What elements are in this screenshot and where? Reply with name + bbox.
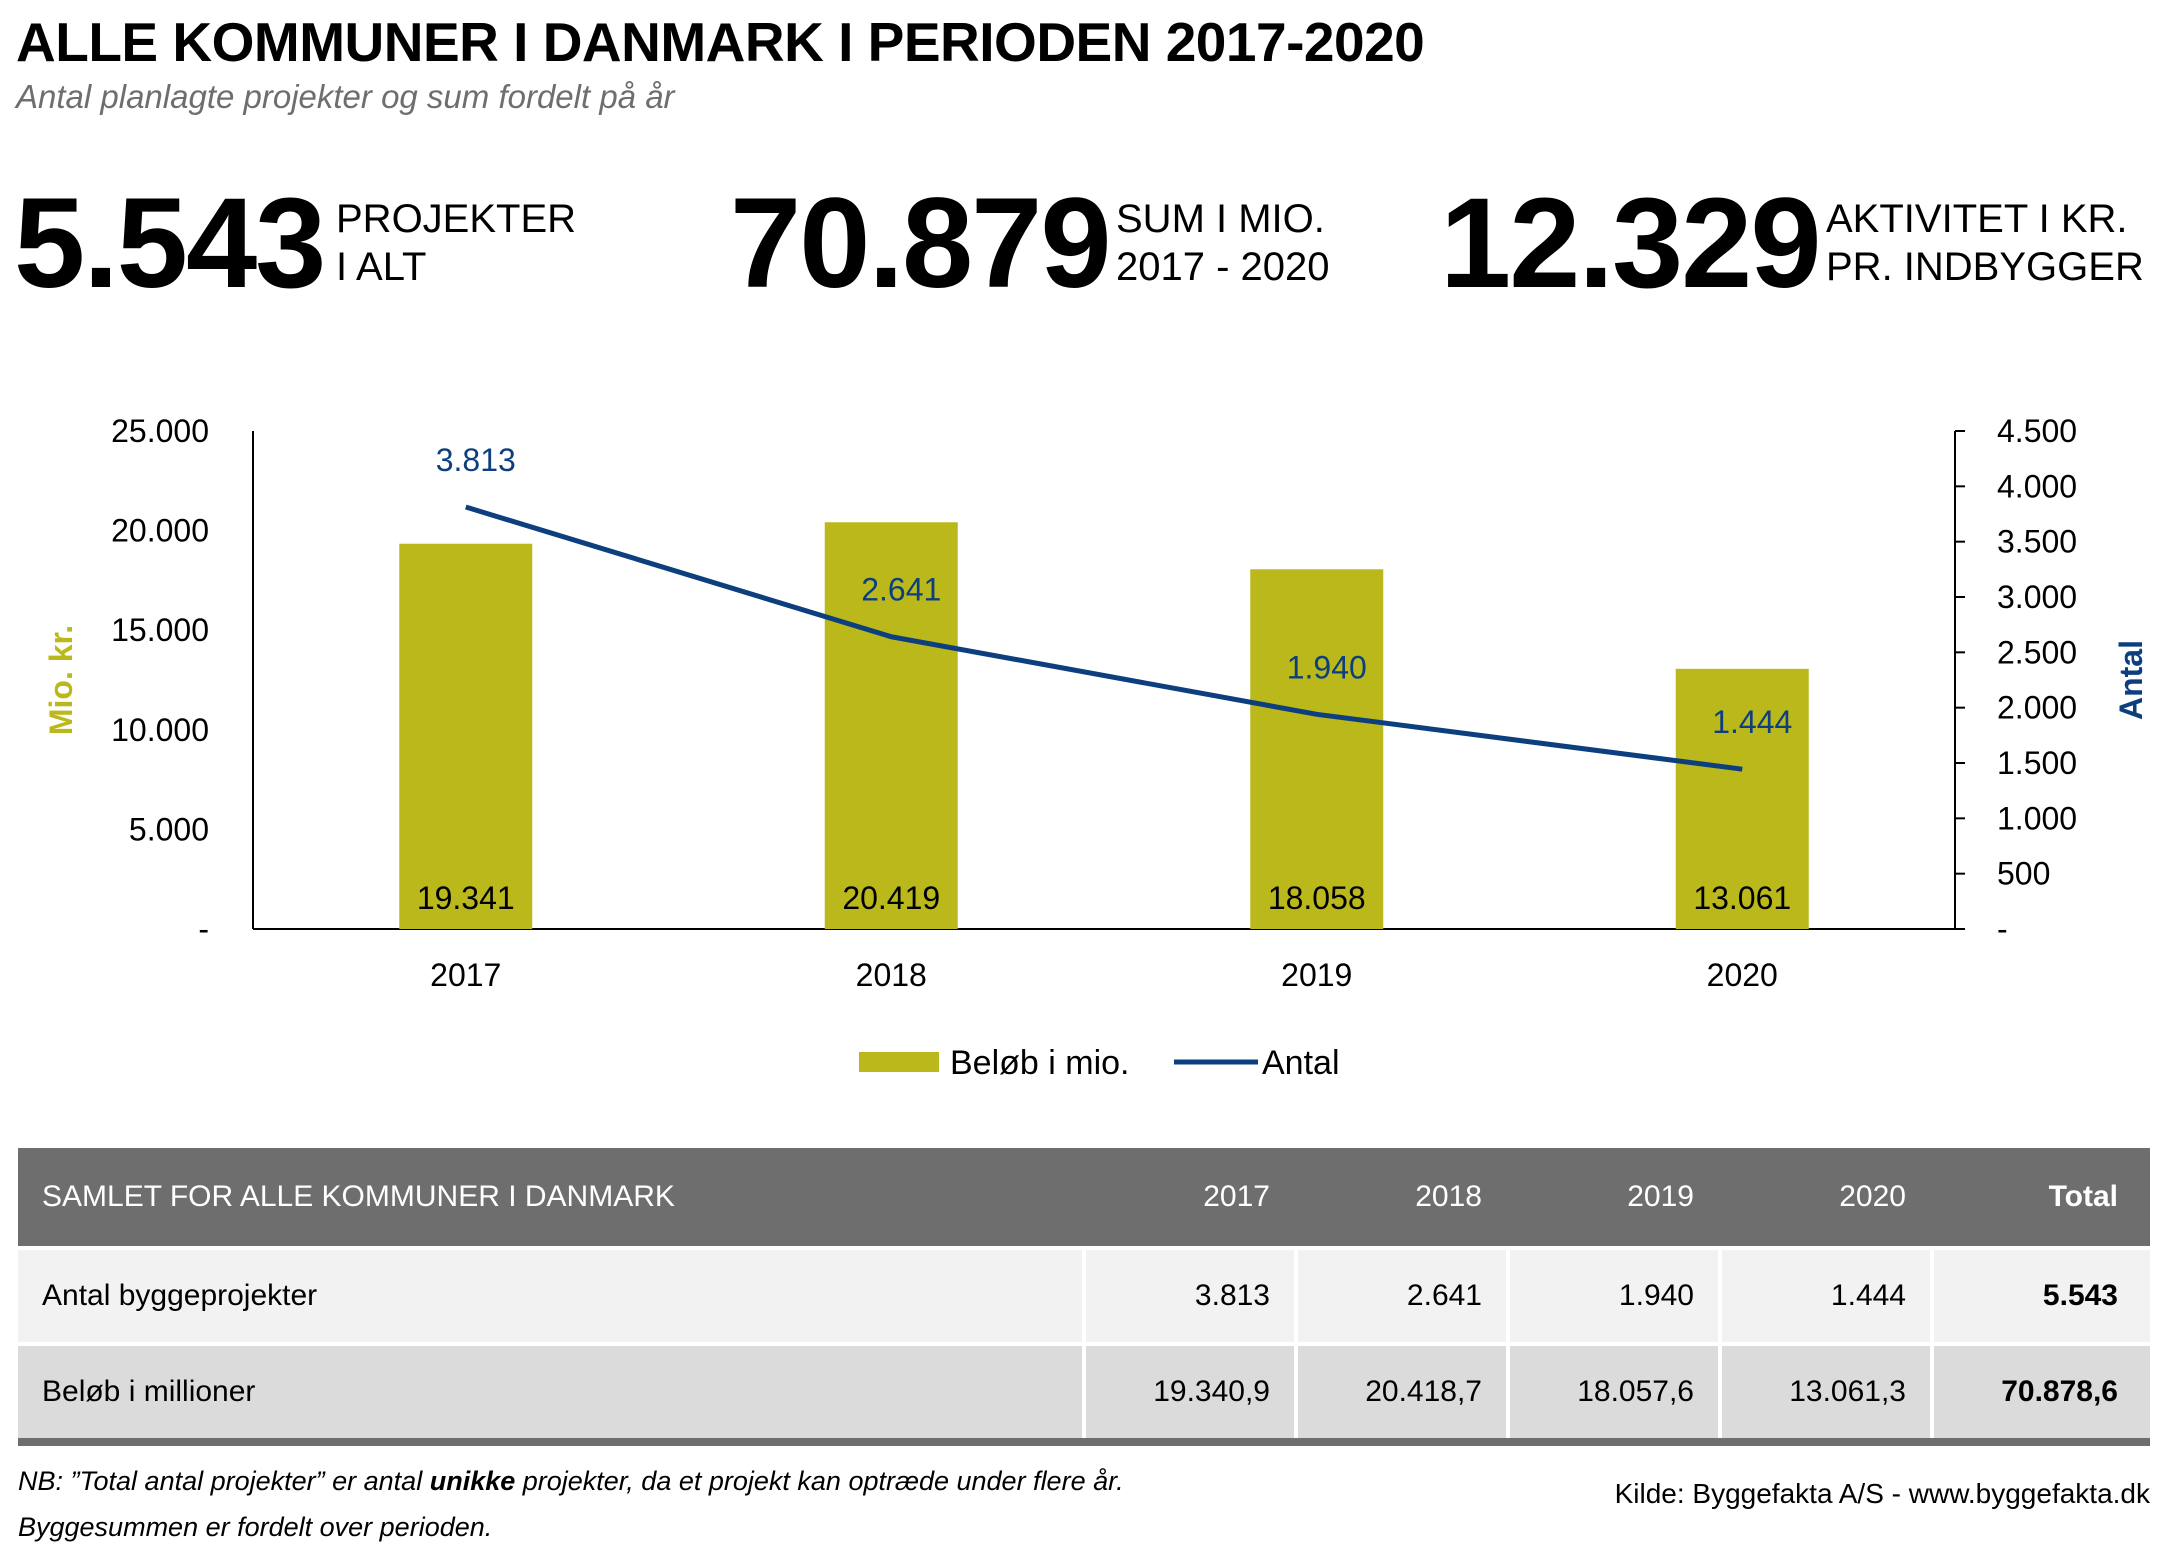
- y2-tick-label: 1.500: [1997, 745, 2077, 781]
- table-cell: 3.813: [1082, 1250, 1294, 1342]
- footnote-prefix: NB: ”Total antal projekter” er antal: [18, 1466, 430, 1496]
- y2-tick-label: 2.000: [1997, 690, 2077, 726]
- table-cell: 19.340,9: [1082, 1346, 1294, 1438]
- table-header-row: SAMLET FOR ALLE KOMMUNER I DANMARK 2017 …: [18, 1148, 2150, 1246]
- kpi-value: 70.879: [730, 172, 1111, 315]
- footnote: NB: ”Total antal projekter” er antal uni…: [18, 1458, 1124, 1550]
- table-cell: Beløb i millioner: [42, 1375, 256, 1408]
- bar-value-label: 19.341: [417, 880, 515, 916]
- page-subtitle: Antal planlagte projekter og sum fordelt…: [16, 78, 675, 115]
- source-credit: Kilde: Byggefakta A/S - www.byggefakta.d…: [1614, 1478, 2150, 1509]
- kpi-label-line2: 2017 - 2020: [1116, 245, 1330, 289]
- kpi-label-line1: AKTIVITET I KR.: [1826, 197, 2128, 241]
- kpi-label: PROJEKTER I ALT: [336, 195, 576, 291]
- kpi-label: SUM I MIO. 2017 - 2020: [1116, 195, 1330, 291]
- table-cell: 20.418,7: [1294, 1346, 1506, 1438]
- page-title: ALLE KOMMUNER I DANMARK I PERIODEN 2017-…: [16, 11, 1425, 73]
- y-tick-label: 15.000: [111, 612, 209, 648]
- bar: [824, 522, 958, 929]
- y2-tick-label: 3.500: [1997, 524, 2077, 560]
- bar: [1250, 569, 1384, 929]
- table-header-cell: 2020: [1839, 1180, 1906, 1213]
- combo-chart: - 5.000 10.000 15.000 20.000 25.000 - 500 1.000 1…: [43, 413, 2149, 1082]
- bar: [399, 543, 533, 929]
- y2-tick-label: 4.000: [1997, 468, 2077, 504]
- legend-swatch-bar: [859, 1052, 939, 1072]
- y2-tick-label: 2.500: [1997, 634, 2077, 670]
- y-tick-label: 10.000: [111, 712, 209, 748]
- line-value-label: 2.641: [861, 572, 941, 608]
- y2-axis-title: Antal: [2113, 640, 2149, 720]
- legend-label: Beløb i mio.: [950, 1044, 1130, 1082]
- table-header-cell: 2017: [1203, 1180, 1270, 1213]
- y-axis-title: Mio. kr.: [43, 625, 79, 735]
- table-cell: 18.057,6: [1506, 1346, 1718, 1438]
- table-header-cell: 2019: [1627, 1180, 1694, 1213]
- summary-table: SAMLET FOR ALLE KOMMUNER I DANMARK 2017 …: [18, 1148, 2150, 1446]
- y2-tick-label: 4.500: [1997, 413, 2077, 449]
- y-tick-label: 5.000: [129, 811, 209, 847]
- kpi-label: AKTIVITET I KR. PR. INDBYGGER: [1826, 195, 2144, 291]
- footnote-bold: unikke: [429, 1466, 516, 1496]
- x-tick-label: 2018: [856, 957, 927, 993]
- y2-tick-label: 1.000: [1997, 800, 2077, 836]
- kpi-value: 12.329: [1440, 172, 1821, 315]
- kpi-label-line1: PROJEKTER: [336, 197, 577, 241]
- y-tick-label: 20.000: [111, 513, 209, 549]
- line-series-antal: [465, 504, 1743, 772]
- footnote-suffix: projekter, da et projekt kan optræde und…: [515, 1466, 1124, 1496]
- x-tick-label: 2020: [1707, 957, 1778, 993]
- table-header-cell: 2018: [1415, 1180, 1482, 1213]
- line-value-label: 3.813: [436, 442, 516, 478]
- y2-tick-label: 3.000: [1997, 579, 2077, 615]
- x-tick-label: 2019: [1281, 957, 1352, 993]
- line-value-label: 1.444: [1712, 704, 1792, 740]
- y-tick-label: 25.000: [111, 413, 209, 449]
- footnote-line1: NB: ”Total antal projekter” er antal uni…: [18, 1458, 1124, 1504]
- legend-label: Antal: [1262, 1044, 1340, 1082]
- y2-tick-label: -: [1997, 911, 2008, 947]
- table-cell: 2.641: [1294, 1250, 1506, 1342]
- bar-value-label: 13.061: [1693, 880, 1791, 916]
- kpi-value: 5.543: [14, 172, 326, 315]
- table-cell: 1.940: [1506, 1250, 1718, 1342]
- kpi-label-line1: SUM I MIO.: [1116, 197, 1325, 241]
- table-cell: Antal byggeprojekter: [42, 1279, 318, 1312]
- kpi-label-line2: I ALT: [336, 245, 427, 289]
- x-tick-label: 2017: [430, 957, 501, 993]
- footnote-line2: Byggesummen er fordelt over perioden.: [18, 1512, 493, 1542]
- line-value-label: 1.940: [1287, 649, 1367, 685]
- bar-value-label: 18.058: [1268, 880, 1366, 916]
- table-cell: 1.444: [1718, 1250, 1930, 1342]
- kpi-label-line2: PR. INDBYGGER: [1826, 245, 2144, 289]
- y2-tick-label: 500: [1997, 856, 2050, 892]
- table-cell: 70.878,6: [1930, 1346, 2142, 1438]
- bar: [1675, 668, 1809, 929]
- table-row: Antal byggeprojekter 3.813 2.641 1.940 1…: [18, 1246, 2150, 1342]
- table-header-cell: Total: [2048, 1180, 2118, 1213]
- table-cell: 13.061,3: [1718, 1346, 1930, 1438]
- bar-value-label: 20.419: [842, 880, 940, 916]
- y-tick-label: -: [198, 911, 209, 947]
- table-cell: 5.543: [1930, 1250, 2142, 1342]
- table-row: Beløb i millioner 19.340,9 20.418,7 18.0…: [18, 1342, 2150, 1446]
- table-header-cell: SAMLET FOR ALLE KOMMUNER I DANMARK: [42, 1180, 675, 1213]
